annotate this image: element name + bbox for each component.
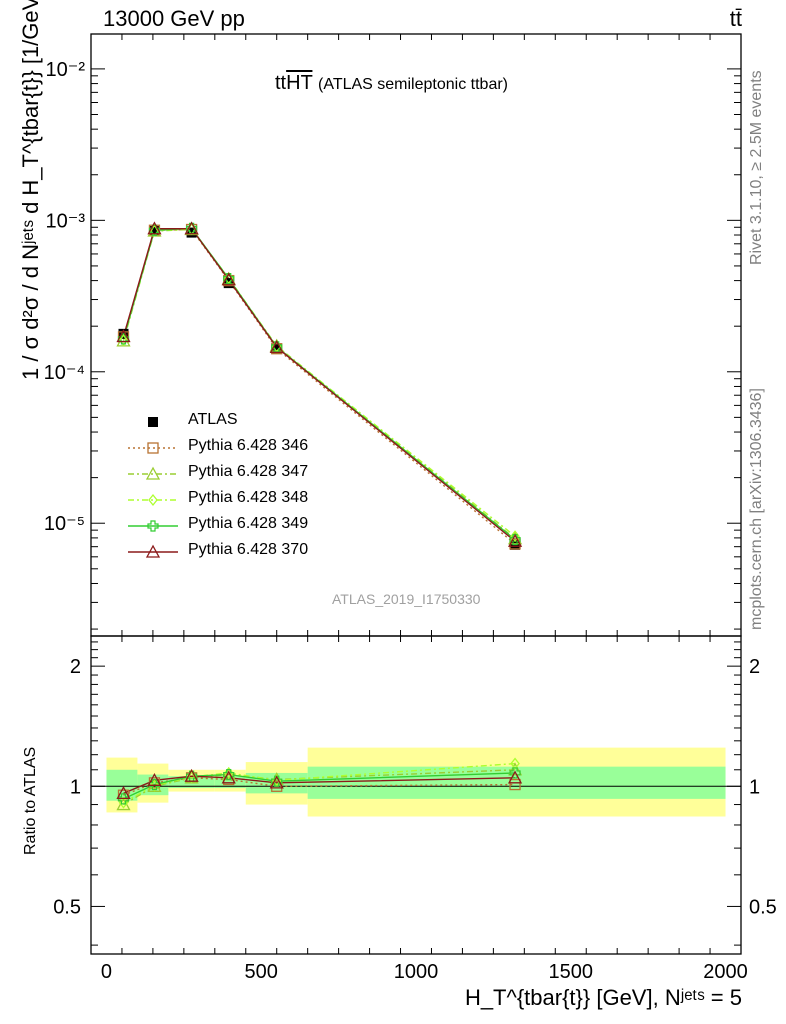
ratio-tick-label-left: 1 [70, 776, 81, 798]
process-label: tt̄ [729, 6, 742, 31]
legend-label: Pythia 6.428 346 [188, 437, 309, 454]
legend-marker [148, 493, 158, 507]
legend-marker [147, 520, 159, 532]
data-point [271, 343, 282, 354]
plot-title-overline: HT [286, 72, 313, 94]
ratio-tick-label-left: 2 [70, 656, 81, 678]
mcplots-label: mcplots.cern.ch [arXiv:1306.3436] [748, 388, 765, 630]
legend-label: Pythia 6.428 348 [188, 489, 309, 506]
y-tick-label-top: 10⁻² [46, 59, 86, 81]
ratio-point [507, 770, 523, 784]
ratio-band-green [214, 776, 246, 789]
data-point [149, 226, 160, 237]
series-line [122, 228, 516, 545]
data-point [118, 334, 129, 347]
ratio-tick-label-right: 0.5 [749, 896, 777, 918]
ratio-point [116, 786, 131, 800]
tick-labels: 0 500 1000 1500 2000 10⁻⁵ 10⁻⁴ 10⁻³ 10⁻² 0.5 0.5 1 1… [44, 59, 777, 983]
legend-label: ATLAS [188, 411, 238, 428]
energy-label: 13000 GeV pp [103, 6, 245, 31]
data-point [116, 329, 131, 343]
ratio-point [184, 768, 199, 782]
ratio-line [123, 777, 516, 796]
ratio-bands [91, 747, 741, 817]
legend-marker [145, 544, 161, 558]
bottom-panel-frame [90, 635, 742, 955]
analysis-id: ATLAS_2019_I1750330 [332, 591, 481, 607]
ratio-point [509, 767, 521, 779]
series-lines [122, 227, 516, 806]
data-point [186, 227, 197, 238]
data-point [510, 530, 520, 543]
ratio-point [269, 775, 284, 789]
data-point [148, 224, 161, 236]
ratio-point [509, 778, 521, 791]
legend-marker [147, 442, 159, 454]
ratio-point [221, 770, 236, 784]
legend-label: Pythia 6.428 349 [188, 515, 309, 532]
plot-title: ttHT (ATLAS semileptonic ttbar) [275, 72, 508, 95]
x-axis-label: H_T^{tbar{t}} [GeV], Nʲᵉᵗˢ = 5 [464, 985, 742, 1010]
x-tick-label: 2000 [703, 961, 748, 983]
y-tick-label-top: 10⁻⁴ [44, 362, 85, 384]
rivet-label: Rivet 3.1.10, ≥ 2.5M events [748, 70, 765, 265]
series-line [122, 228, 516, 542]
x-tick-label: 1000 [394, 961, 439, 983]
legend-label: Pythia 6.428 370 [188, 541, 309, 558]
plot-title-sub: (ATLAS semileptonic ttbar) [318, 76, 508, 93]
ratio-point [507, 762, 523, 776]
ratio-tick-label-right: 1 [749, 776, 760, 798]
legend-label: Pythia 6.428 347 [188, 463, 309, 480]
data-point [509, 533, 521, 546]
x-tick-label: 0 [101, 961, 112, 983]
axis-ticks [90, 34, 742, 954]
ratio-point [147, 772, 162, 786]
ratio-point [149, 779, 160, 792]
y-axis-label-bottom: Ratio to ATLAS [22, 746, 39, 855]
data-point [117, 333, 130, 345]
ratio-point [223, 766, 234, 779]
y-tick-label-top: 10⁻⁵ [44, 513, 85, 535]
plot-title-prefix: tt [275, 72, 287, 94]
legend [128, 417, 178, 558]
legend-marker [145, 466, 161, 480]
legend-marker [148, 417, 158, 427]
ratio-point [223, 768, 235, 781]
ratio-tick-label-left: 0.5 [53, 896, 81, 918]
ratio-point [271, 775, 283, 787]
data-point [184, 221, 199, 235]
data-point [147, 221, 162, 235]
data-point [269, 339, 284, 353]
data-point [221, 272, 236, 286]
x-tick-label: 1500 [549, 961, 594, 983]
ratio-point [510, 757, 520, 770]
ratio-tick-label-right: 2 [749, 656, 760, 678]
y-axis-label-top: 1 / σ d²σ / d Nʲᵉᵗˢ d H_T^{tbar{t}} [1/G… [18, 0, 43, 380]
series-markers [116, 221, 523, 811]
x-tick-label: 500 [245, 961, 278, 983]
y-tick-label-top: 10⁻³ [46, 210, 86, 232]
data-point [507, 533, 523, 547]
